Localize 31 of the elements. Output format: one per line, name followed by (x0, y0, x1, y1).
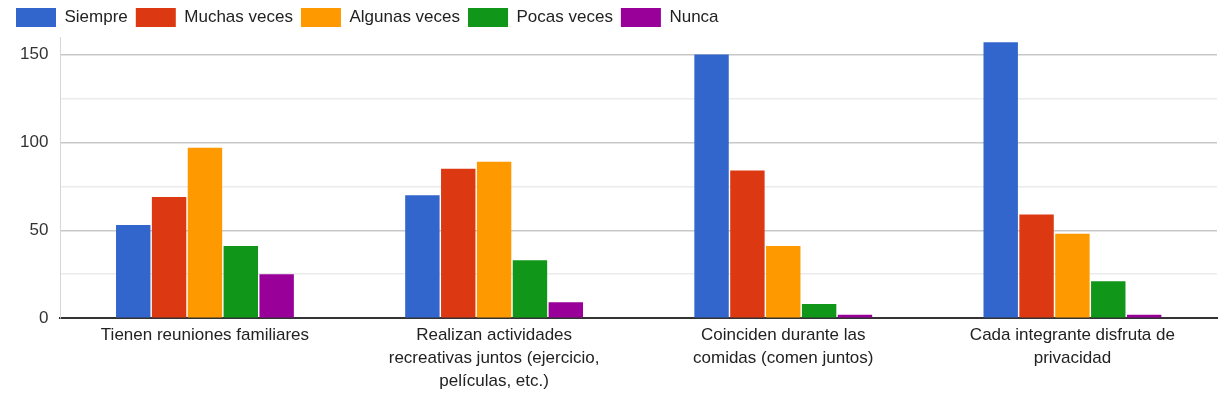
x-tick-label: Tienen reuniones familiares (100, 325, 310, 345)
x-tick-label: Coinciden durante las comidas (comen juntos) (693, 325, 874, 368)
bar (476, 161, 512, 318)
bar (1091, 281, 1126, 318)
y-tick-label: 100 (19, 132, 49, 152)
bar (223, 246, 259, 318)
legend-label: Nunca (669, 7, 720, 27)
bar (548, 302, 584, 318)
bar (512, 260, 548, 318)
legend-label: Muchas veces (184, 7, 293, 27)
y-tick-label: 50 (29, 219, 49, 239)
bar (441, 168, 476, 318)
legend-label: Pocas veces (516, 7, 613, 27)
x-tick-label: Cada integrante disfruta de privacidad (969, 325, 1175, 368)
bar (801, 304, 837, 318)
bar (730, 170, 765, 318)
x-tick-label: Realizan actividades recreativas juntos (ejercicio, películas, etc.) (388, 325, 600, 391)
bar (259, 274, 294, 318)
legend-label: Siempre (64, 7, 128, 27)
bar (187, 147, 223, 318)
bar (766, 246, 801, 318)
bar (1019, 214, 1054, 318)
bar (151, 196, 187, 318)
bar (983, 42, 1018, 318)
bar (405, 195, 440, 318)
legend-label: Algunas veces (349, 7, 461, 27)
bar (116, 225, 151, 318)
y-tick-label: 0 (38, 307, 49, 327)
y-tick-label: 150 (19, 44, 49, 64)
bar (694, 54, 729, 318)
bar (1055, 233, 1090, 318)
